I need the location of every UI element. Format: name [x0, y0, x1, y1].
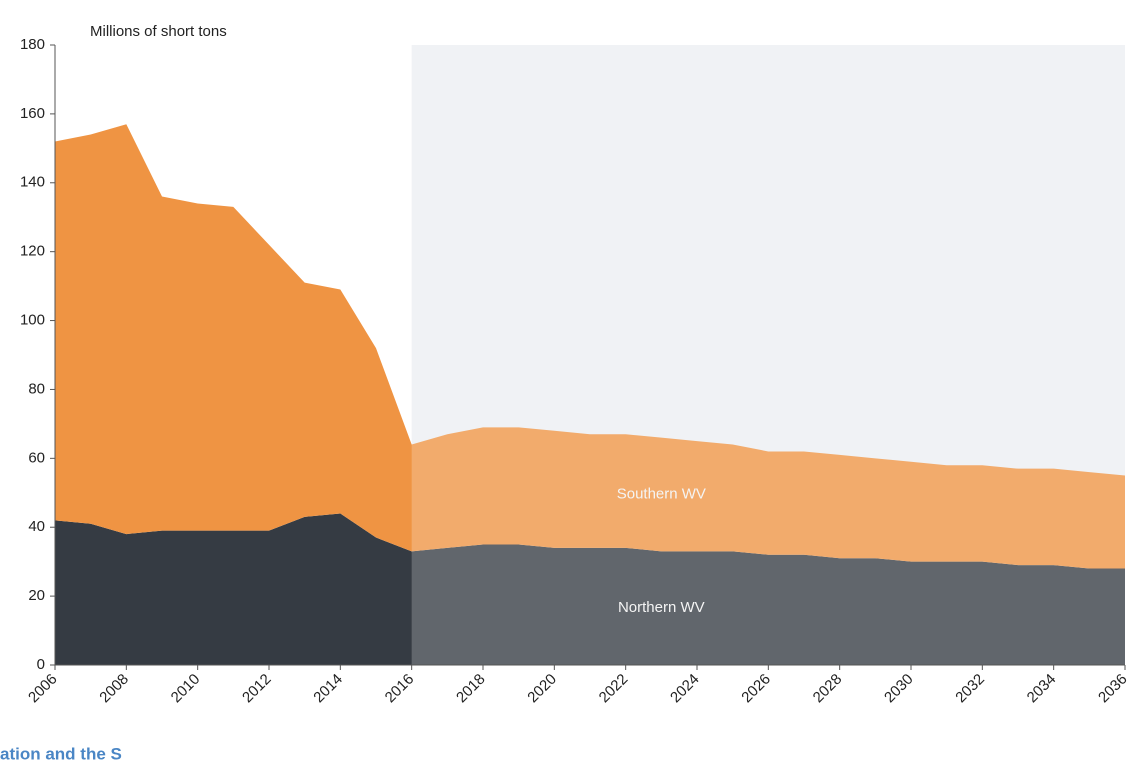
x-tick-label: 2006: [25, 671, 61, 707]
y-tick-label: 120: [20, 243, 45, 260]
caption: ation and the S: [0, 744, 122, 763]
x-tick-label: 2010: [168, 671, 204, 707]
area: [55, 124, 1125, 569]
x-tick-label: 2018: [453, 671, 489, 707]
y-tick-label: 60: [28, 449, 45, 466]
projection-overlay: [411, 45, 1126, 665]
x-tick-label: 2022: [596, 671, 632, 707]
x-tick-label: 2008: [96, 671, 132, 707]
y-tick-label: 140: [20, 174, 45, 191]
x-tick-label: 2012: [239, 671, 275, 707]
y-tick-label: 160: [20, 105, 45, 122]
y-tick-label: 180: [20, 36, 45, 53]
x-tick-label: 2016: [382, 671, 418, 707]
x-tick-label: 2014: [310, 671, 346, 707]
x-tick-label: 2036: [1095, 671, 1131, 707]
area: [55, 513, 1125, 665]
x-tick-label: 2034: [1024, 671, 1060, 707]
x-tick-label: 2020: [524, 671, 560, 707]
axis-label: Millions of short tons: [90, 23, 227, 40]
x-tick-label: 2028: [810, 671, 846, 707]
x-tick-label: 2030: [881, 671, 917, 707]
x-tick-label: 2024: [667, 671, 703, 707]
x-tick-label: 2032: [952, 671, 988, 707]
y-tick-label: 40: [28, 518, 45, 535]
series-label: Northern WV: [618, 599, 705, 616]
y-tick-label: 80: [28, 380, 45, 397]
y-tick-label: 100: [20, 312, 45, 329]
y-tick-label: 0: [37, 656, 45, 673]
series-label: Southern WV: [617, 485, 706, 502]
x-tick-label: 2026: [738, 671, 774, 707]
y-tick-label: 20: [28, 587, 45, 604]
